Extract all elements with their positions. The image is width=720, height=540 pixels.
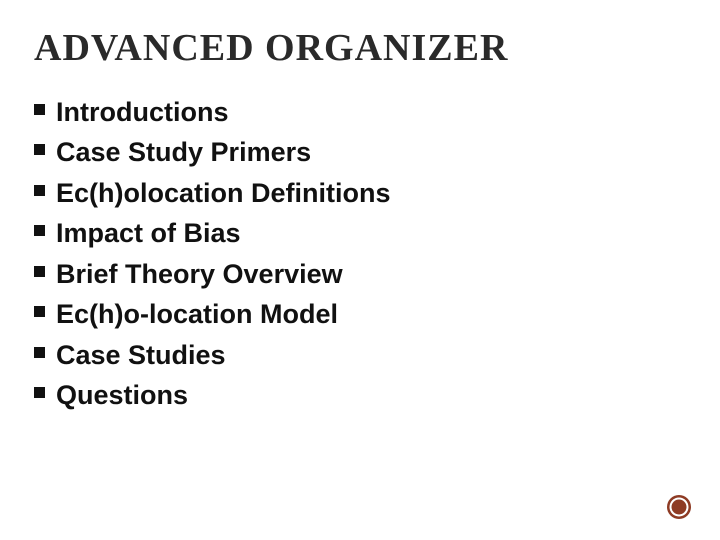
list-item-label: Ec(h)olocation Definitions [56,178,391,208]
slide: ADVANCED ORGANIZER Introductions Case St… [0,0,720,540]
list-item: Ec(h)o-location Model [34,294,686,335]
list-item-label: Impact of Bias [56,218,241,248]
list-item-label: Questions [56,380,188,410]
list-item-label: Case Study Primers [56,137,311,167]
list-item: Questions [34,375,686,416]
slide-title: ADVANCED ORGANIZER [34,28,686,70]
list-item: Case Studies [34,335,686,376]
list-item-label: Case Studies [56,340,226,370]
corner-decor-icon [666,494,692,520]
agenda-list: Introductions Case Study Primers Ec(h)ol… [34,92,686,416]
list-item-label: Brief Theory Overview [56,259,343,289]
list-item-label: Ec(h)o-location Model [56,299,338,329]
list-item: Brief Theory Overview [34,254,686,295]
list-item: Ec(h)olocation Definitions [34,173,686,214]
list-item: Introductions [34,92,686,133]
list-item: Impact of Bias [34,213,686,254]
list-item: Case Study Primers [34,132,686,173]
list-item-label: Introductions [56,97,228,127]
